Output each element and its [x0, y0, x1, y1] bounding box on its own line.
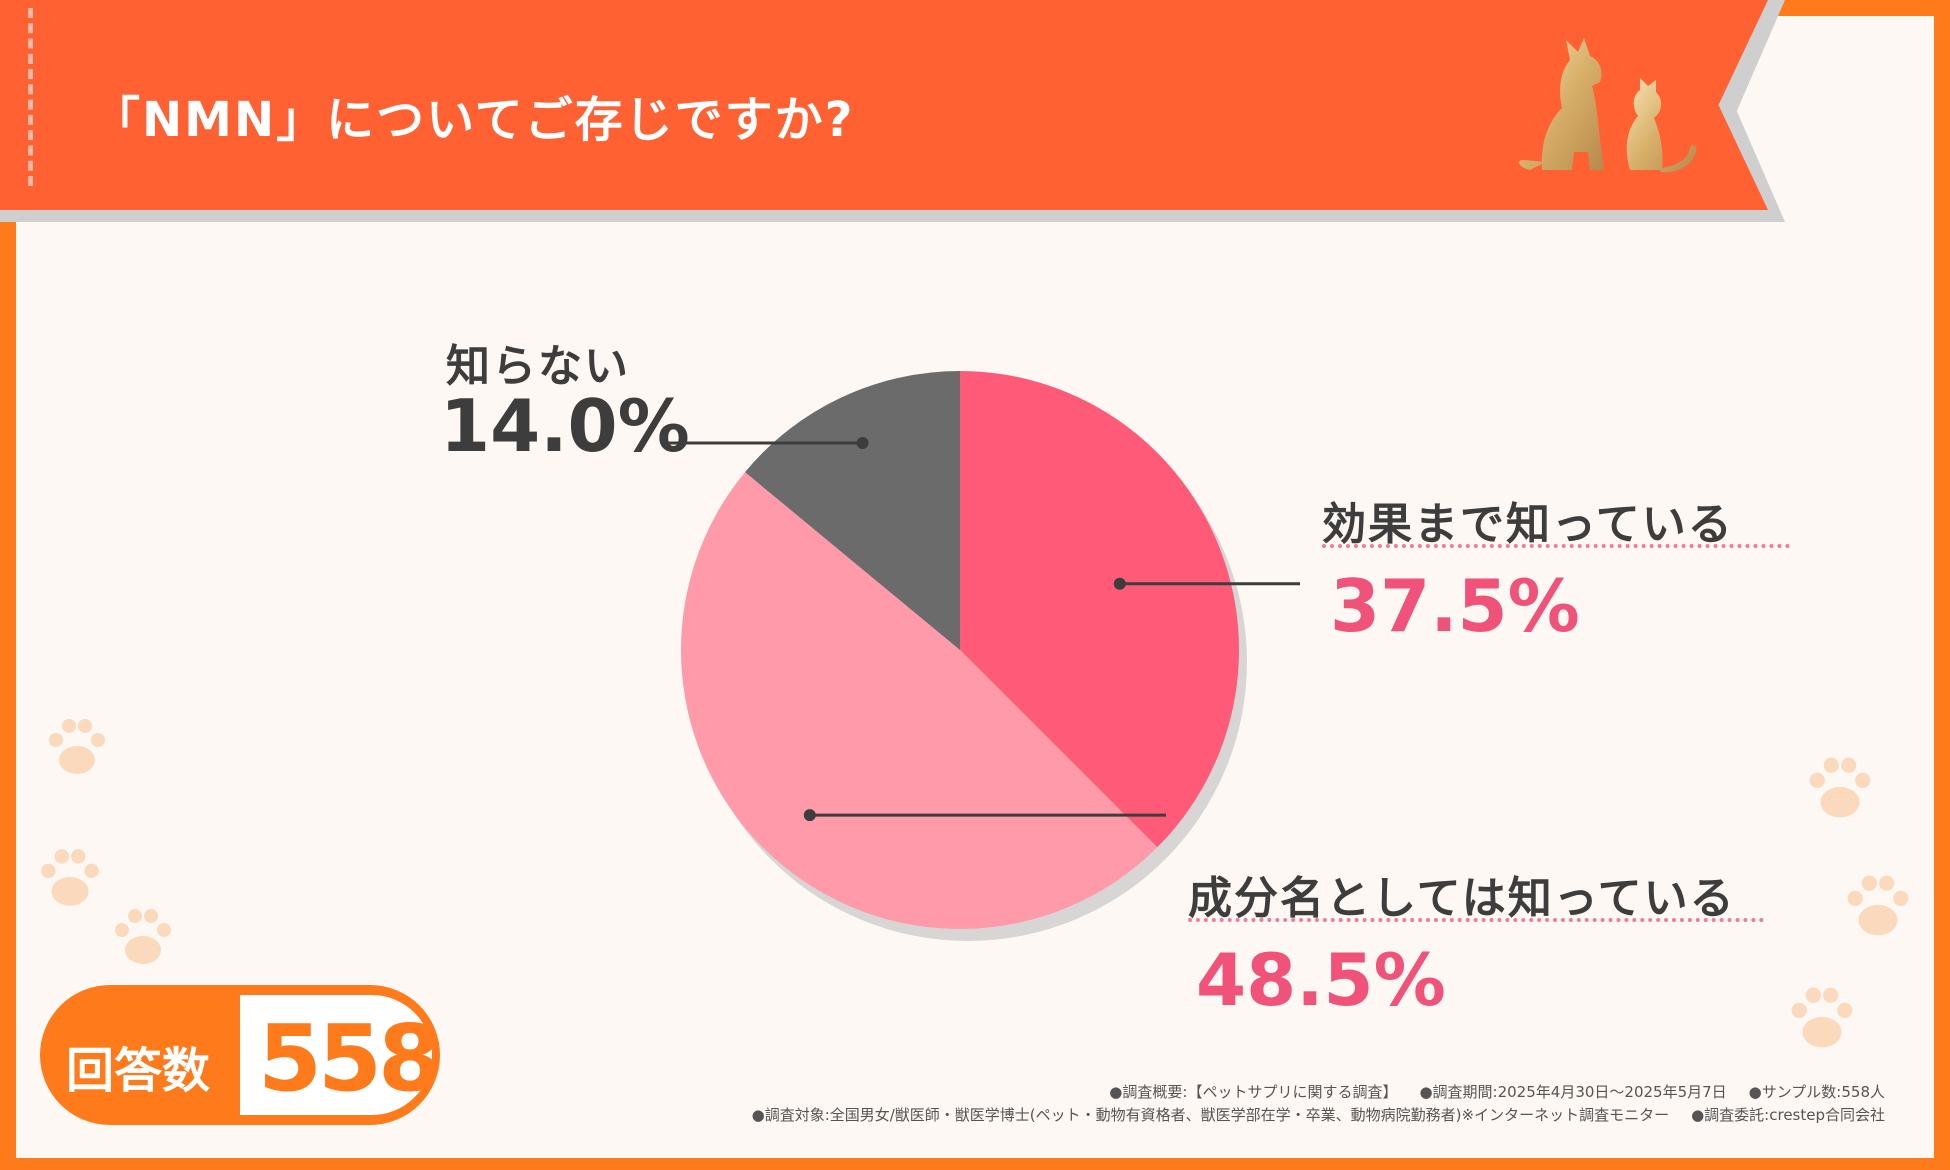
- leader-unknown: [668, 436, 869, 449]
- response-count-box: 558: [240, 995, 442, 1115]
- paw-print-icon: [1847, 875, 1909, 936]
- pie-slice-knows-effect: [960, 371, 1240, 848]
- survey-note-line-1: ●調査概要:【ペットサプリに関する調査】 ●調査期間:2025年4月30日～202…: [1087, 1081, 1885, 1102]
- banner-dashed-line: [28, 8, 33, 186]
- paw-print-icon: [115, 909, 171, 964]
- survey-commission: ●調査委託:crestep合同会社: [1691, 1106, 1885, 1124]
- dotted-underline: [1188, 918, 1764, 922]
- response-count-badge: 回答数 558: [40, 985, 442, 1125]
- paw-print-icon: [49, 719, 105, 774]
- dog-and-cat-icon: [1518, 38, 1697, 173]
- survey-period: ●調査期間:2025年4月30日～2025年5月7日: [1419, 1083, 1727, 1101]
- pie-slice-unknown: [745, 371, 960, 650]
- page-title: 「NMN」についてご存じですか?: [92, 92, 855, 148]
- response-count-value: 558: [258, 1005, 442, 1112]
- leader-knows-effect: [1113, 577, 1300, 590]
- slice-label-knows-name: 成分名としては知っている: [1188, 873, 1736, 924]
- survey-sample: ●サンプル数:558人: [1748, 1083, 1885, 1101]
- slice-label-knows-effect: 効果まで知っている: [1322, 499, 1734, 550]
- response-count-label: 回答数: [66, 1043, 211, 1099]
- slice-value-unknown: 14.0%: [440, 384, 690, 468]
- dotted-underline: [1322, 544, 1790, 548]
- slice-label-unknown: 知らない: [446, 341, 630, 392]
- paw-print-icon: [1809, 757, 1871, 818]
- survey-summary: ●調査概要:【ペットサプリに関する調査】: [1109, 1083, 1398, 1101]
- paw-print-icon: [1791, 987, 1853, 1048]
- slice-value-knows-effect: 37.5%: [1330, 564, 1580, 648]
- survey-target: ●調査対象:全国男女/獣医師・獣医学博士(ペット・動物有資格者、獣医学部在学・卒…: [751, 1106, 1670, 1124]
- leader-knows-name: [803, 809, 1166, 822]
- slice-value-knows-name: 48.5%: [1196, 938, 1446, 1022]
- paw-print-icon: [41, 849, 99, 906]
- banner-band: [0, 0, 1768, 210]
- survey-note-line-2: ●調査対象:全国男女/獣医師・獣医学博士(ペット・動物有資格者、獣医学部在学・卒…: [730, 1104, 1885, 1125]
